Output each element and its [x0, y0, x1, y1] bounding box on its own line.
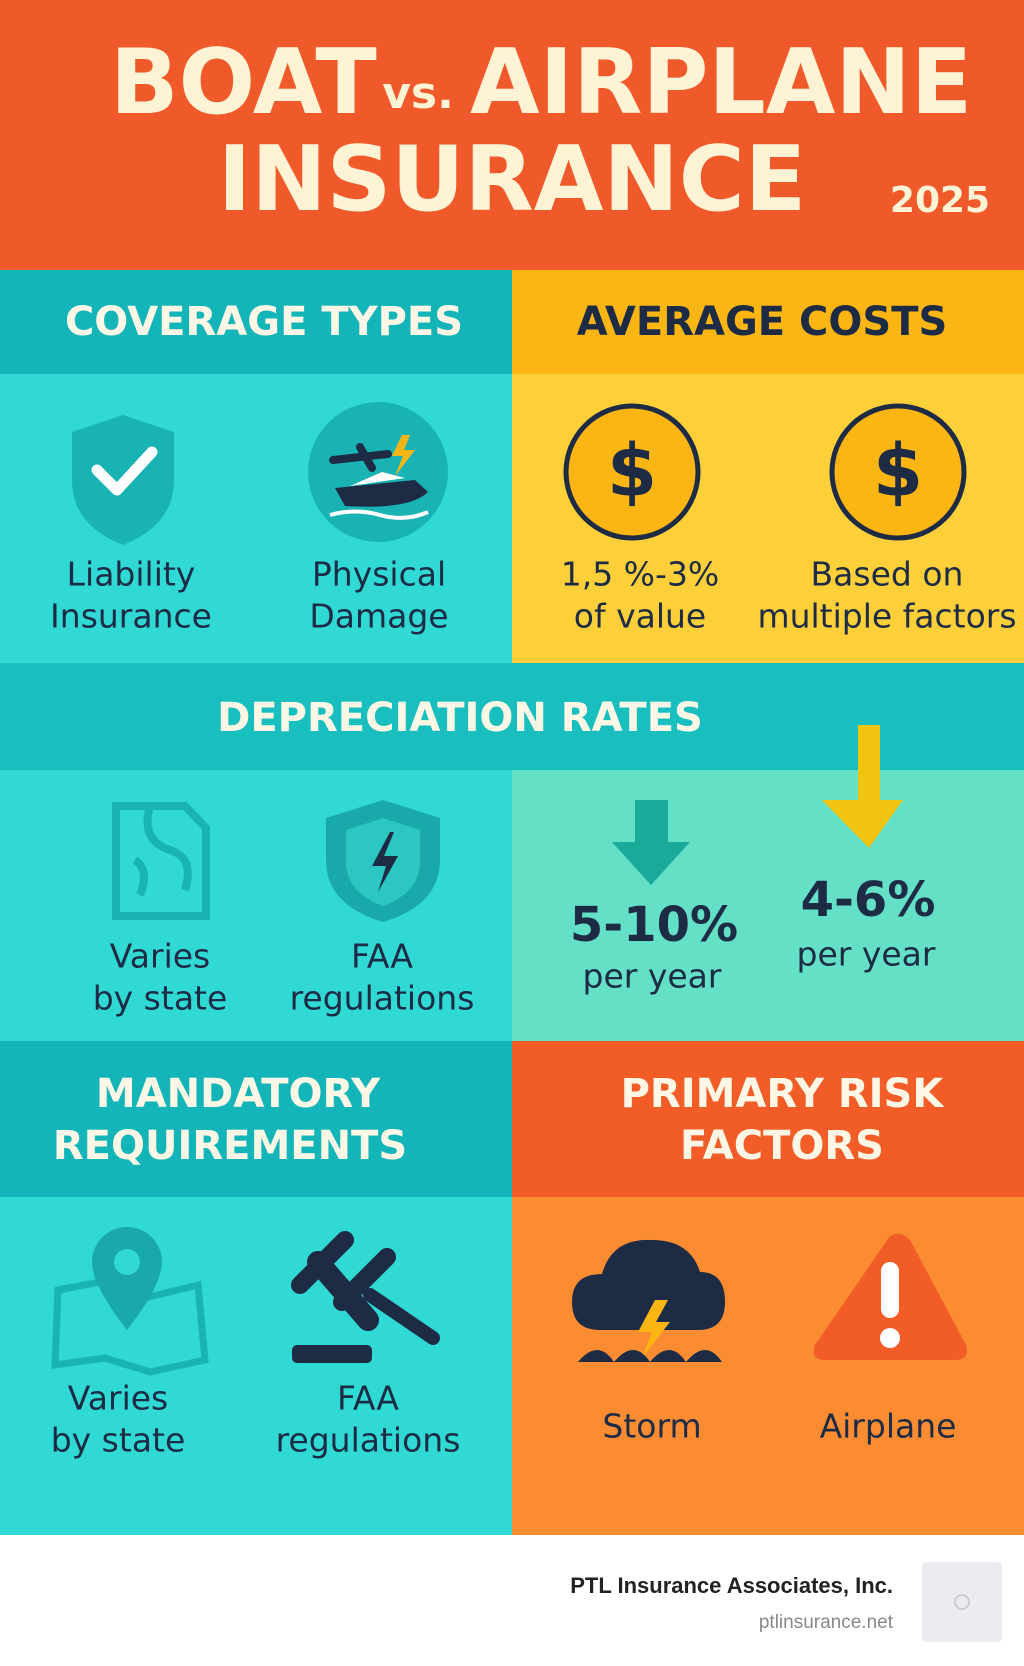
- arrow-icon: [612, 800, 690, 885]
- item-label: by state: [51, 1421, 186, 1460]
- section-bg: [512, 770, 1024, 1041]
- item-label: Damage: [309, 597, 448, 636]
- item-label: Physical: [312, 555, 446, 594]
- section-bg: [0, 1197, 512, 1535]
- item-label: Based on: [811, 555, 964, 594]
- shield-bolt-icon: [326, 800, 440, 922]
- svg-text:$: $: [873, 429, 923, 513]
- rate-value: 4-6%: [801, 872, 936, 928]
- section-title: AVERAGE COSTS: [577, 299, 948, 345]
- item-label: of value: [574, 597, 706, 636]
- logo: [922, 1562, 1002, 1642]
- section-title: MANDATORY: [96, 1071, 381, 1117]
- item-label: Varies: [110, 937, 210, 976]
- item-label: Liability: [67, 555, 196, 594]
- item-label: FAA: [337, 1379, 399, 1418]
- logo-mark: [954, 1594, 970, 1610]
- section-bg: [512, 270, 1024, 374]
- rate-value: 5-10%: [570, 897, 738, 953]
- map-document-icon: [112, 802, 210, 920]
- title-word: AIRPLANE: [470, 30, 972, 135]
- section-title: DEPRECIATION RATES: [217, 695, 703, 741]
- dollar-icon: $: [829, 403, 967, 541]
- section-bg: [512, 1041, 1024, 1197]
- svg-text:$: $: [607, 429, 657, 513]
- gavel-icon: [291, 1231, 440, 1363]
- item-label: multiple factors: [757, 597, 1016, 636]
- warning-icon: [813, 1233, 967, 1360]
- item-label: per year: [583, 957, 722, 996]
- header-bg: [0, 0, 1024, 270]
- section-title: REQUIREMENTS: [53, 1123, 407, 1169]
- section-bg: [0, 663, 1024, 770]
- map-pin-icon: [51, 1227, 209, 1376]
- item-label: Storm: [602, 1407, 701, 1446]
- section-title: COVERAGE TYPES: [65, 299, 463, 345]
- item-label: regulations: [290, 979, 475, 1018]
- title-word: INSURANCE: [218, 127, 807, 232]
- item-label: FAA: [351, 937, 413, 976]
- item-label: regulations: [276, 1421, 461, 1460]
- section-bg: [512, 1197, 1024, 1535]
- boat-plane-icon: [308, 402, 448, 542]
- title-word: BOAT: [110, 30, 377, 135]
- item-label: per year: [797, 935, 936, 974]
- item-label: Varies: [68, 1379, 168, 1418]
- website: ptlinsurance.net: [759, 1612, 894, 1633]
- item-label: 1,5 %-3%: [561, 555, 720, 594]
- shield-icon: [72, 415, 174, 545]
- section-bg: [0, 1041, 512, 1197]
- section-title: PRIMARY RISK: [621, 1071, 946, 1117]
- section-bg: [0, 270, 512, 374]
- arrow-icon: [822, 725, 903, 848]
- dollar-icon: $: [563, 403, 701, 541]
- item-label: Insurance: [50, 597, 212, 636]
- item-label: Airplane: [820, 1407, 957, 1446]
- item-label: by state: [93, 979, 228, 1018]
- company-name: PTL Insurance Associates, Inc.: [570, 1573, 893, 1598]
- section-title: FACTORS: [680, 1123, 884, 1169]
- year: 2025: [890, 180, 990, 221]
- storm-icon: [572, 1239, 725, 1362]
- title-word: vs.: [382, 68, 454, 119]
